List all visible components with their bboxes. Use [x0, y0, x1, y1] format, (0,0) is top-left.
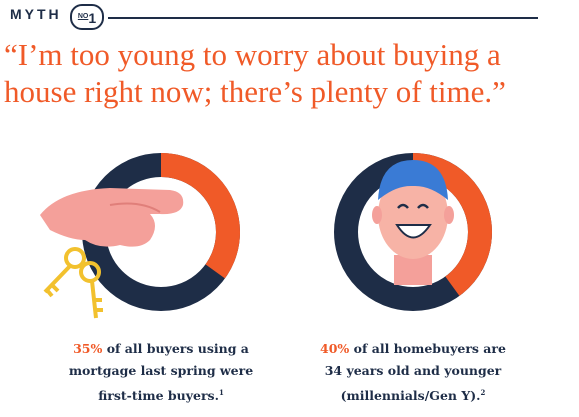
footnote: 2 [480, 388, 486, 397]
stat-caption: 40% of all homebuyers are 34 years old a… [313, 338, 513, 407]
stat-text: of all buyers using a mortgage last spri… [68, 341, 254, 404]
badge-prefix: NO [77, 13, 89, 20]
donut-segment [161, 153, 240, 279]
badge-number: 1 [88, 10, 97, 26]
stat-caption: 35% of all buyers using a mortgage last … [61, 338, 261, 407]
stat-text: of all homebuyers are 34 years old and y… [324, 341, 506, 404]
stat-value: 35% [73, 341, 103, 356]
donut-segment [413, 153, 493, 296]
myth-badge: NO1 [70, 4, 104, 30]
myth-label: MYTH [10, 6, 62, 22]
header-rule [108, 17, 538, 19]
face-illustration [372, 160, 454, 285]
stat-value: 40% [320, 341, 350, 356]
footnote: 1 [218, 388, 224, 397]
myth-quote: “I’m too young to worry about buying a h… [4, 37, 506, 109]
hand-illustration [40, 188, 184, 319]
